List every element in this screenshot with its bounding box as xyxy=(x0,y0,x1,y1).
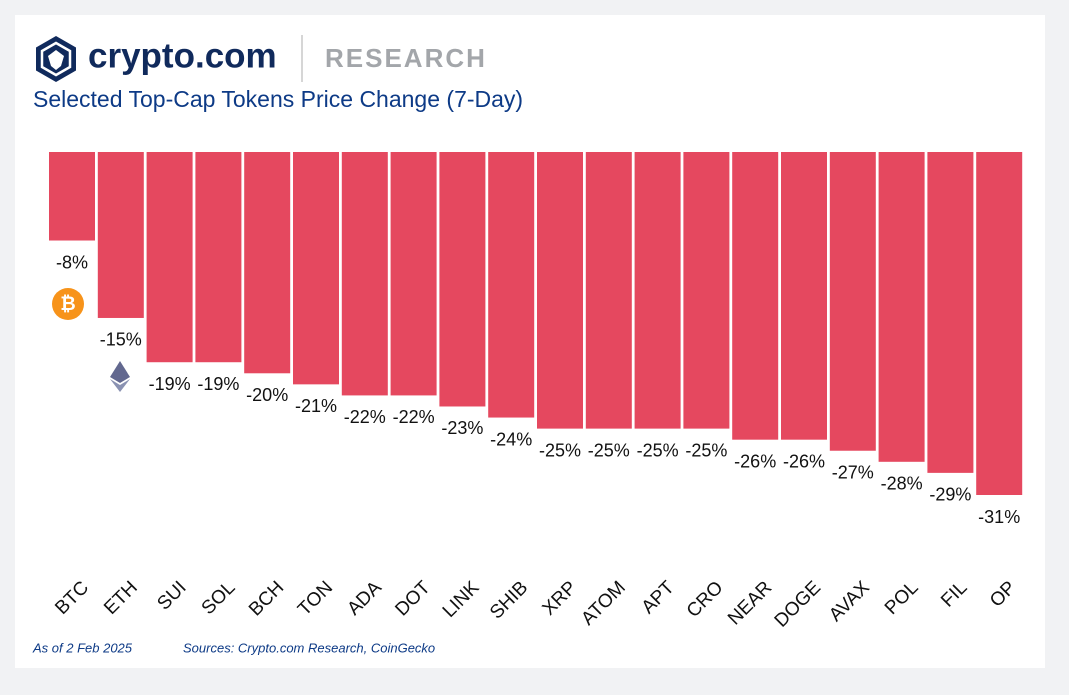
value-label: -26% xyxy=(783,451,825,471)
eth-icon xyxy=(110,361,130,392)
brand: crypto.com xyxy=(88,36,277,75)
value-label: -31% xyxy=(978,507,1020,527)
value-label: -8% xyxy=(56,252,88,272)
value-label: -19% xyxy=(149,374,191,394)
bar xyxy=(878,152,925,462)
bar xyxy=(49,152,95,241)
bar xyxy=(97,152,144,318)
bar xyxy=(293,152,339,385)
bar xyxy=(341,152,388,396)
value-label: -24% xyxy=(490,429,532,449)
value-label: -26% xyxy=(734,451,776,471)
bar xyxy=(976,152,1023,495)
bar xyxy=(683,152,730,429)
svg-text:₿: ₿ xyxy=(60,294,75,315)
bar xyxy=(732,152,779,440)
logo-icon xyxy=(36,36,76,82)
bar xyxy=(146,152,193,363)
btc-icon: ₿ xyxy=(52,288,84,320)
bar xyxy=(634,152,681,429)
bar xyxy=(537,152,583,429)
bar xyxy=(390,152,437,396)
bar xyxy=(195,152,242,363)
section: RESEARCH xyxy=(325,43,487,73)
chart-title: Selected Top-Cap Tokens Price Change (7-… xyxy=(33,86,523,112)
value-label: -29% xyxy=(929,485,971,505)
value-label: -25% xyxy=(588,440,630,460)
value-label: -22% xyxy=(393,407,435,427)
value-label: -22% xyxy=(344,407,386,427)
bar xyxy=(927,152,974,473)
bar xyxy=(829,152,876,451)
bar xyxy=(244,152,291,374)
bar xyxy=(585,152,632,429)
value-label: -28% xyxy=(881,474,923,494)
value-label: -25% xyxy=(637,440,679,460)
value-label: -20% xyxy=(246,385,288,405)
value-label: -21% xyxy=(295,396,337,416)
footnote-sources: Sources: Crypto.com Research, CoinGecko xyxy=(183,640,435,655)
bar xyxy=(439,152,486,407)
value-label: -27% xyxy=(832,462,874,482)
value-label: -25% xyxy=(539,440,581,460)
bar xyxy=(488,152,535,418)
bar xyxy=(781,152,827,440)
footnote-date: As of 2 Feb 2025 xyxy=(32,640,133,655)
value-label: -19% xyxy=(197,374,239,394)
value-label: -25% xyxy=(685,440,727,460)
value-label: -15% xyxy=(100,330,142,350)
value-label: -23% xyxy=(441,418,483,438)
